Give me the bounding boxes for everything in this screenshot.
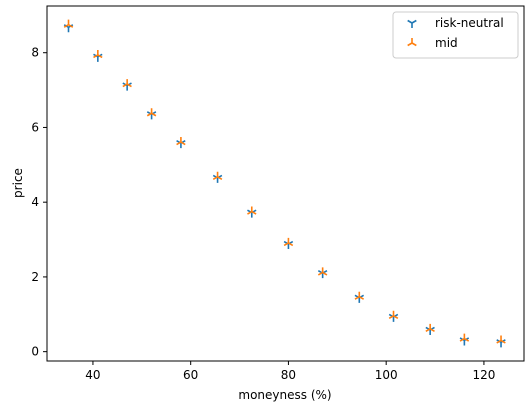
x-tick-label: 60: [183, 368, 198, 382]
data-point: [317, 267, 328, 276]
legend-marker-glyph: [407, 19, 417, 28]
data-point: [63, 19, 74, 28]
y-tick-label: 2: [31, 270, 39, 284]
x-tick-label: 100: [375, 368, 398, 382]
x-axis-label: moneyness (%): [238, 388, 331, 402]
y-tick-label: 0: [31, 345, 39, 359]
markers-layer: [63, 19, 506, 348]
x-tick-label: 80: [281, 368, 296, 382]
data-point: [93, 49, 103, 59]
series-risk-neutral: [63, 24, 506, 348]
y-tick-label: 4: [31, 195, 39, 209]
data-point: [459, 333, 470, 342]
series-mid: [63, 19, 506, 344]
data-point: [496, 335, 506, 344]
legend-label-mid: mid: [435, 36, 458, 50]
y-tick-label: 6: [31, 120, 39, 134]
x-axis: 40 60 80 100 120: [85, 361, 495, 382]
legend: risk-neutral mid: [392, 11, 519, 59]
data-point: [176, 137, 186, 146]
x-tick-label: 40: [85, 368, 100, 382]
data-point: [283, 237, 294, 247]
y-axis-label: price: [11, 168, 25, 198]
data-point: [122, 79, 132, 88]
x-tick-label: 120: [472, 368, 495, 382]
data-point: [212, 171, 223, 180]
y-tick-label: 8: [31, 46, 39, 60]
data-point: [388, 310, 399, 319]
legend-marker-risk-neutral: [407, 19, 417, 28]
plot-frame: [46, 5, 525, 362]
data-point: [354, 291, 365, 300]
legend-box: [392, 11, 519, 59]
y-axis: 0 2 4 6 8: [31, 46, 47, 359]
legend-marker-glyph: [407, 38, 417, 47]
data-point: [146, 108, 157, 117]
data-point: [247, 206, 257, 215]
legend-label-risk-neutral: risk-neutral: [435, 16, 504, 30]
data-point: [425, 323, 435, 333]
legend-marker-mid: [407, 38, 417, 47]
